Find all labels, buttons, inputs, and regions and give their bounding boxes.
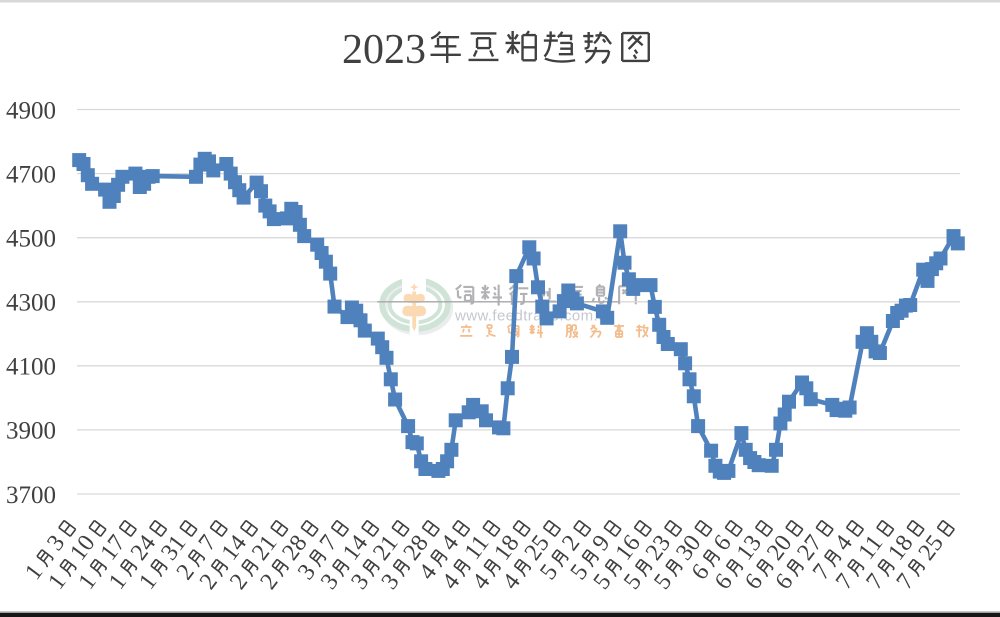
svg-text:4500: 4500 [6, 226, 56, 253]
svg-text:4900: 4900 [6, 97, 56, 124]
svg-text:4100: 4100 [6, 354, 56, 381]
svg-text:4300: 4300 [6, 290, 56, 317]
svg-text:3900: 3900 [6, 418, 56, 445]
svg-text:3700: 3700 [6, 482, 56, 509]
svg-text:www.feedtrade.com.cn: www.feedtrade.com.cn [454, 308, 615, 325]
svg-text:2023: 2023 [342, 27, 426, 73]
svg-text:4700: 4700 [6, 161, 56, 188]
